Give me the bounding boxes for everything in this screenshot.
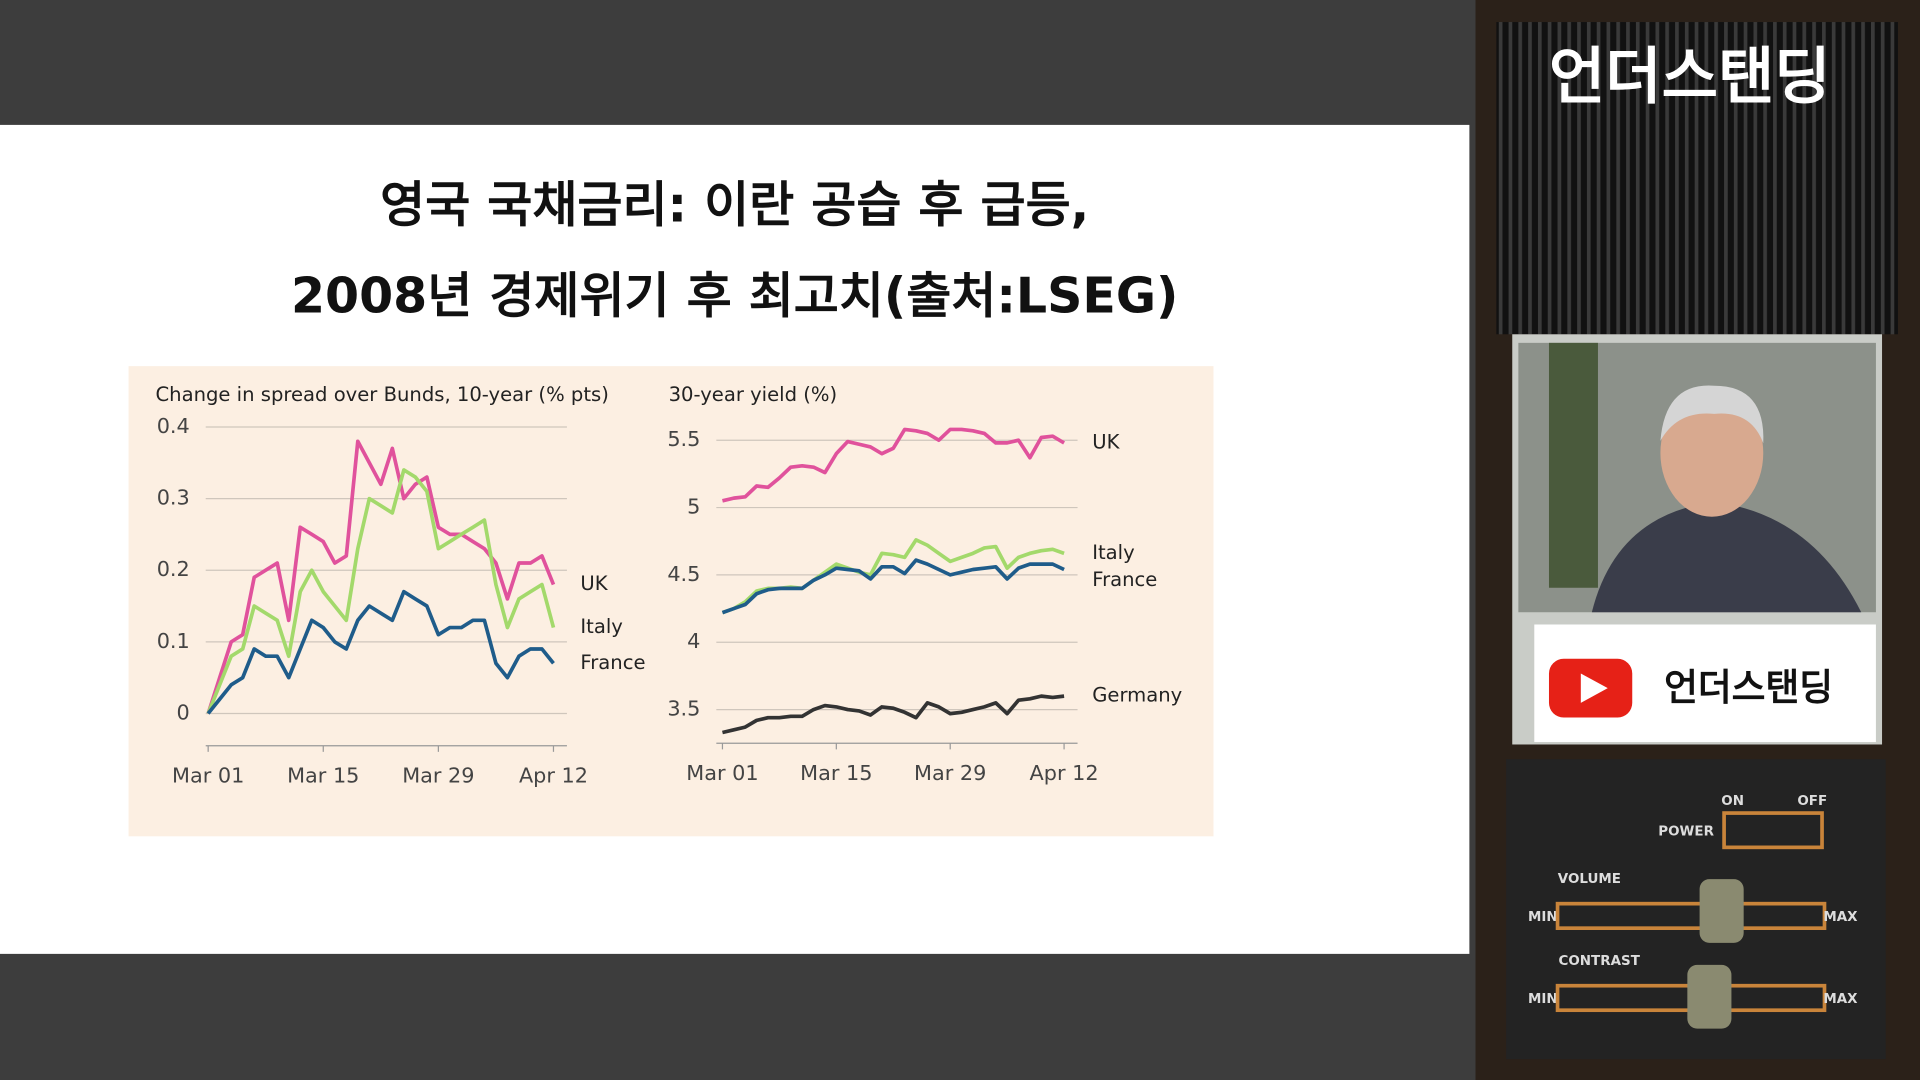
x-tick-label: Apr 12 [519,763,588,787]
series-line [721,558,1065,615]
series-line [206,589,555,715]
slider-knob [1699,879,1744,943]
series-label: Germany [1092,684,1182,707]
y-tick-label: 0.3 [157,486,190,510]
y-tick-label: 4 [687,629,700,653]
control-label: MIN [1528,992,1558,1007]
series-line [206,439,556,715]
x-tick-label: Apr 12 [1030,761,1099,785]
y-tick-label: 5.5 [667,427,700,451]
y-tick-label: 0.1 [157,629,190,653]
x-tick-label: Mar 01 [172,763,244,787]
person-head [1660,389,1764,517]
chart-title: Change in spread over Bunds, 10-year (% … [156,383,609,406]
channel-name: 언더스탠딩 [1549,41,1831,112]
power-switch [1722,811,1824,850]
series-line [722,427,1066,503]
series-label: UK [580,572,608,595]
play-icon [1580,673,1608,703]
chart-panel [128,366,1214,837]
control-label: OFF [1797,794,1827,809]
series-label: Italy [580,615,622,638]
series-line [722,694,1065,735]
y-tick-label: 0 [177,700,190,724]
series-label: Italy [1092,541,1134,564]
sidebar-stripes [1496,22,1898,335]
volume-slider [1555,901,1827,930]
y-tick-label: 4.5 [667,562,700,586]
x-tick-label: Mar 29 [402,763,474,787]
control-label: MAX [1823,910,1858,925]
badge-text: 언더스탠딩 [1664,666,1833,709]
x-tick-label: Mar 01 [686,761,758,785]
x-tick-label: Mar 15 [287,763,359,787]
x-tick-label: Mar 15 [800,761,872,785]
control-label: VOLUME [1558,872,1621,887]
series-line [206,468,556,715]
webcam-prop [1548,342,1598,588]
person-body [1591,502,1862,613]
series-label: UK [1092,430,1120,453]
y-tick-label: 0.2 [157,557,190,581]
y-tick-label: 5 [687,495,700,519]
x-tick-label: Mar 29 [914,761,986,785]
control-label: ON [1721,794,1744,809]
series-label: France [580,651,645,674]
slide-title: 2008년 경제위기 후 최고치(출처:LSEG) [291,267,1178,324]
control-label: MAX [1823,992,1858,1007]
y-tick-label: 3.5 [667,697,700,721]
slide-title: 영국 국채금리: 이란 공습 후 급등, [380,177,1089,234]
slider-knob [1687,964,1732,1029]
control-label: MIN [1528,910,1558,925]
y-tick-label: 0.4 [157,414,190,438]
control-label: POWER [1658,824,1714,839]
control-label: CONTRAST [1558,954,1640,969]
chart-title: 30-year yield (%) [669,383,838,406]
person-hair [1660,385,1764,444]
series-label: France [1092,568,1157,591]
